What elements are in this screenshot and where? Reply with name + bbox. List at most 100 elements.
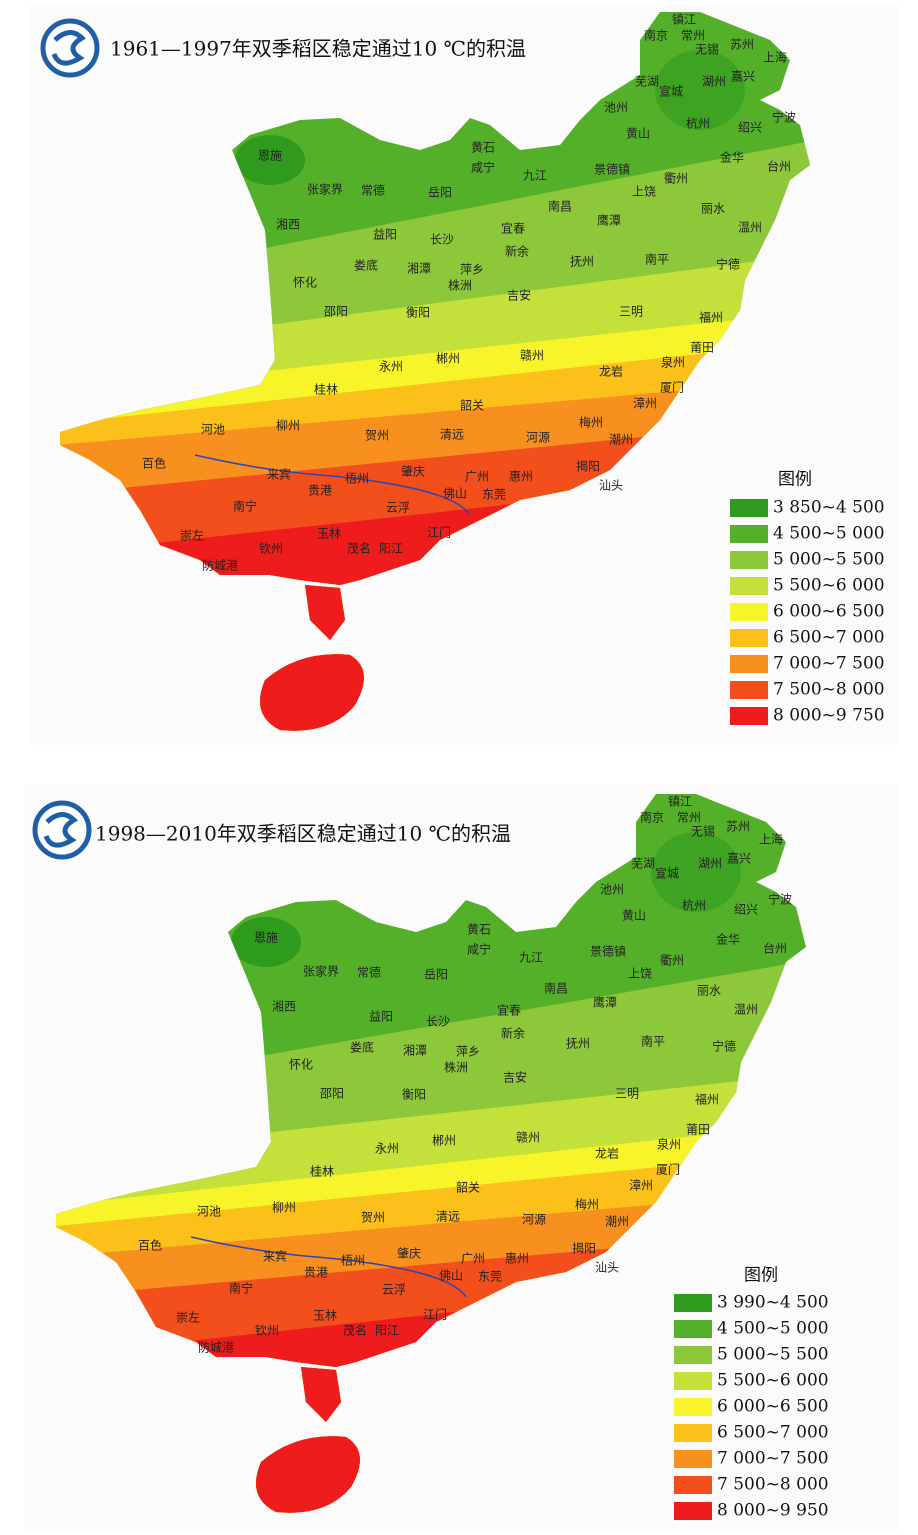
city-label: 桂林 bbox=[310, 1164, 334, 1179]
city-label: 丽水 bbox=[697, 984, 721, 998]
map-title: 1961—1997年双季稻区稳定通过10 ℃的积温 bbox=[110, 37, 526, 61]
city-label: 杭州 bbox=[686, 116, 710, 131]
legend-swatch bbox=[674, 1398, 712, 1416]
city-label: 梧州 bbox=[341, 1253, 365, 1268]
city-label: 漳州 bbox=[629, 1178, 653, 1193]
city-label: 台州 bbox=[763, 941, 787, 956]
city-label: 台州 bbox=[767, 159, 791, 174]
city-label: 赣州 bbox=[516, 1131, 540, 1145]
city-label: 嘉兴 bbox=[727, 852, 751, 866]
city-label: 阳江 bbox=[375, 1324, 399, 1338]
city-label: 汕头 bbox=[595, 1261, 619, 1275]
city-label: 梅州 bbox=[575, 1197, 599, 1212]
city-label: 衡阳 bbox=[402, 1088, 426, 1102]
city-label: 南昌 bbox=[544, 981, 568, 996]
city-label: 崇左 bbox=[176, 1310, 200, 1325]
city-label: 温州 bbox=[734, 1003, 758, 1017]
city-label: 来宾 bbox=[263, 1249, 287, 1264]
city-label: 萍乡 bbox=[460, 263, 484, 277]
legend-label: 3 990~4 500 bbox=[717, 1293, 829, 1313]
city-label: 娄底 bbox=[350, 1040, 374, 1055]
city-label: 鹰潭 bbox=[597, 213, 621, 228]
city-label: 常德 bbox=[357, 965, 381, 980]
city-label: 百色 bbox=[138, 1239, 162, 1253]
city-label: 茂名 bbox=[343, 1323, 367, 1338]
city-label: 株洲 bbox=[444, 1060, 468, 1075]
legend-label: 4 500~5 000 bbox=[717, 1319, 829, 1339]
city-label: 梧州 bbox=[345, 471, 369, 486]
city-label: 邵阳 bbox=[320, 1087, 344, 1101]
city-label: 泉州 bbox=[661, 356, 685, 370]
legend-swatch bbox=[674, 1450, 712, 1468]
city-label: 南昌 bbox=[548, 199, 572, 214]
city-label: 防城港 bbox=[202, 558, 238, 573]
city-label: 郴州 bbox=[436, 352, 460, 366]
city-label: 吉安 bbox=[503, 1070, 527, 1085]
city-label: 广州 bbox=[461, 1252, 485, 1266]
city-label: 河源 bbox=[522, 1213, 546, 1227]
city-label: 防城港 bbox=[198, 1340, 234, 1355]
city-label: 贺州 bbox=[365, 429, 389, 443]
city-label: 益阳 bbox=[369, 1010, 393, 1024]
city-label: 永州 bbox=[379, 360, 403, 374]
legend-label: 8 000~9 750 bbox=[773, 706, 885, 726]
city-label: 云浮 bbox=[386, 501, 410, 515]
city-label: 怀化 bbox=[293, 276, 317, 290]
city-label: 泉州 bbox=[657, 1138, 681, 1152]
city-label: 上海 bbox=[759, 832, 783, 847]
legend-swatch bbox=[730, 551, 768, 569]
city-label: 莆田 bbox=[686, 1123, 710, 1137]
city-label: 梅州 bbox=[579, 415, 603, 430]
legend-label: 5 000~5 500 bbox=[717, 1345, 829, 1365]
city-label: 佛山 bbox=[439, 1269, 463, 1283]
city-label: 绍兴 bbox=[734, 903, 758, 917]
legend-swatch bbox=[730, 681, 768, 699]
city-label: 广州 bbox=[465, 470, 489, 484]
city-label: 揭阳 bbox=[572, 1241, 596, 1256]
city-label: 佛山 bbox=[443, 487, 467, 501]
legend-swatch bbox=[674, 1424, 712, 1442]
city-label: 衢州 bbox=[660, 954, 684, 968]
city-label: 无锡 bbox=[691, 824, 715, 839]
legend-swatch bbox=[730, 655, 768, 673]
legend-swatch bbox=[674, 1320, 712, 1338]
legend-label: 4 500~5 000 bbox=[773, 524, 885, 544]
city-label: 上饶 bbox=[628, 967, 652, 981]
city-label: 漳州 bbox=[633, 396, 657, 411]
city-label: 长沙 bbox=[430, 233, 454, 247]
legend-swatch bbox=[674, 1372, 712, 1390]
city-label: 芜湖 bbox=[635, 74, 659, 89]
city-label: 湖州 bbox=[702, 74, 726, 89]
city-label: 湘西 bbox=[276, 217, 300, 232]
city-label: 贺州 bbox=[361, 1211, 385, 1225]
city-label: 岳阳 bbox=[424, 968, 448, 982]
city-label: 杭州 bbox=[682, 898, 706, 913]
city-label: 岳阳 bbox=[428, 186, 452, 200]
city-label: 东莞 bbox=[482, 488, 506, 502]
city-label: 贵港 bbox=[304, 1266, 328, 1280]
city-label: 宣城 bbox=[659, 84, 683, 99]
city-label: 南宁 bbox=[229, 1281, 253, 1296]
city-label: 丽水 bbox=[701, 202, 725, 216]
legend-swatch bbox=[674, 1346, 712, 1364]
legend-swatch bbox=[730, 629, 768, 647]
city-label: 肇庆 bbox=[401, 464, 425, 479]
legend-swatch bbox=[674, 1294, 712, 1312]
city-label: 温州 bbox=[738, 221, 762, 235]
city-label: 河源 bbox=[526, 431, 550, 445]
city-label: 萍乡 bbox=[456, 1045, 480, 1059]
legend-swatch bbox=[730, 577, 768, 595]
city-label: 黄山 bbox=[626, 127, 650, 141]
city-label: 三明 bbox=[615, 1087, 639, 1101]
city-label: 南宁 bbox=[233, 499, 257, 514]
city-label: 景德镇 bbox=[590, 944, 626, 959]
legend-label: 5 500~6 000 bbox=[717, 1371, 829, 1391]
city-label: 常德 bbox=[361, 183, 385, 198]
legend-title: 图例 bbox=[744, 1266, 778, 1286]
legend-swatch bbox=[730, 499, 768, 517]
city-label: 潮州 bbox=[609, 432, 633, 447]
city-label: 汕头 bbox=[599, 479, 623, 493]
city-label: 南京 bbox=[644, 28, 668, 43]
city-label: 黄山 bbox=[622, 909, 646, 923]
